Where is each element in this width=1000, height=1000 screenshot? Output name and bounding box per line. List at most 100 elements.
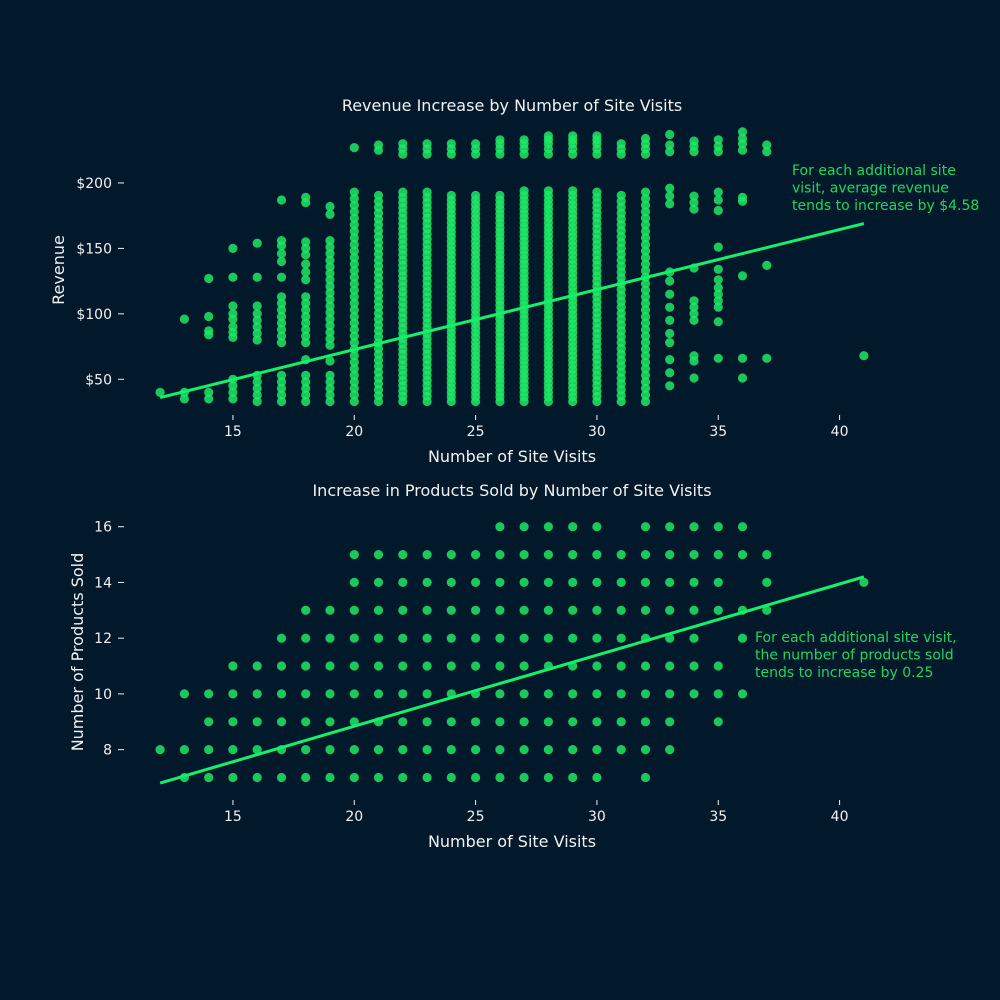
products-data-point (349, 745, 359, 755)
products-data-point (616, 745, 626, 755)
revenue-data-point (325, 281, 335, 291)
products-data-point (640, 717, 651, 727)
revenue-data-point (228, 243, 238, 253)
revenue-data-point (713, 195, 723, 205)
products-data-point (543, 577, 554, 588)
revenue-data-point (325, 314, 335, 324)
products-x-tick-label: 40 (831, 809, 849, 825)
revenue-data-point (713, 205, 723, 216)
revenue-data-point (713, 187, 723, 197)
products-chart-title: Increase in Products Sold by Number of S… (312, 481, 711, 500)
revenue-data-point (204, 311, 214, 322)
revenue-y-tick-label: $50 (85, 372, 112, 388)
products-data-point (422, 689, 432, 699)
revenue-data-point (543, 131, 554, 141)
revenue-data-point (665, 368, 675, 378)
products-data-point (204, 689, 214, 699)
products-data-point (568, 745, 578, 755)
revenue-data-point (325, 340, 335, 350)
revenue-data-point (762, 353, 772, 363)
products-data-point (640, 772, 651, 783)
revenue-data-point (640, 253, 651, 263)
products-data-point (252, 717, 262, 727)
revenue-data-point (665, 191, 675, 201)
products-data-point (325, 772, 335, 783)
products-data-point (713, 661, 723, 671)
products-data-point (568, 689, 578, 699)
revenue-data-point (325, 370, 335, 380)
revenue-data-point (301, 377, 311, 387)
products-data-point (568, 522, 578, 532)
products-data-point (543, 633, 554, 643)
products-data-point (495, 550, 505, 560)
revenue-data-point (204, 273, 214, 284)
products-data-point (689, 577, 699, 588)
products-data-point (665, 577, 675, 588)
revenue-data-point (325, 236, 335, 246)
products-data-point (325, 633, 335, 643)
products-data-point (349, 633, 359, 643)
revenue-data-point (737, 145, 748, 155)
products-data-point (495, 717, 505, 727)
products-data-point (495, 577, 505, 588)
products-data-point (592, 717, 602, 727)
revenue-data-point (640, 233, 651, 243)
revenue-data-point (373, 140, 384, 150)
products-data-point (689, 605, 699, 615)
revenue-data-point (762, 260, 772, 270)
revenue-data-point (640, 266, 651, 276)
revenue-data-point (325, 377, 335, 387)
revenue-y-tick-label: $150 (76, 241, 112, 257)
products-data-point (713, 577, 723, 588)
revenue-data-point (640, 292, 651, 302)
revenue-data-point (276, 195, 287, 205)
revenue-data-point (689, 315, 699, 325)
revenue-data-point (640, 396, 651, 407)
products-data-point (155, 745, 165, 755)
revenue-points (155, 127, 869, 407)
revenue-annotation-line-3: tends to increase by $4.58 (792, 198, 979, 214)
revenue-data-point (349, 305, 359, 315)
revenue-data-point (665, 315, 675, 325)
revenue-data-point (665, 338, 675, 348)
revenue-data-point (640, 377, 651, 387)
revenue-data-point (228, 272, 238, 282)
revenue-data-point (349, 239, 359, 250)
revenue-data-point (301, 338, 311, 348)
products-data-point (762, 605, 772, 615)
products-data-point (471, 772, 481, 783)
products-data-point (373, 550, 384, 560)
products-data-point (373, 772, 384, 783)
products-data-point (446, 550, 456, 560)
products-data-point (398, 577, 408, 588)
revenue-data-point (276, 311, 287, 322)
revenue-data-point (689, 351, 699, 361)
products-data-point (446, 717, 456, 727)
products-data-point (422, 577, 432, 588)
products-data-point (519, 689, 529, 699)
revenue-data-point (689, 204, 699, 214)
products-data-point (568, 772, 578, 783)
revenue-data-point (713, 289, 723, 299)
products-y-ticks: 8 10 12 14 16 (94, 520, 124, 759)
revenue-data-point (301, 259, 311, 269)
products-data-point (228, 772, 238, 783)
products-data-point (276, 689, 287, 699)
revenue-data-point (640, 226, 651, 236)
products-data-point (592, 577, 602, 588)
revenue-data-point (665, 276, 675, 286)
revenue-data-point (349, 364, 359, 374)
revenue-data-point (640, 133, 651, 144)
revenue-data-point (737, 133, 748, 144)
revenue-data-point (640, 259, 651, 269)
revenue-data-point (252, 377, 262, 387)
products-data-point (325, 717, 335, 727)
revenue-data-point (640, 311, 651, 322)
revenue-data-point (713, 353, 723, 363)
revenue-data-point (713, 317, 723, 327)
products-data-point (373, 633, 384, 643)
revenue-data-point (689, 302, 699, 312)
revenue-data-point (422, 187, 432, 197)
products-data-point (495, 745, 505, 755)
products-data-point (471, 745, 481, 755)
